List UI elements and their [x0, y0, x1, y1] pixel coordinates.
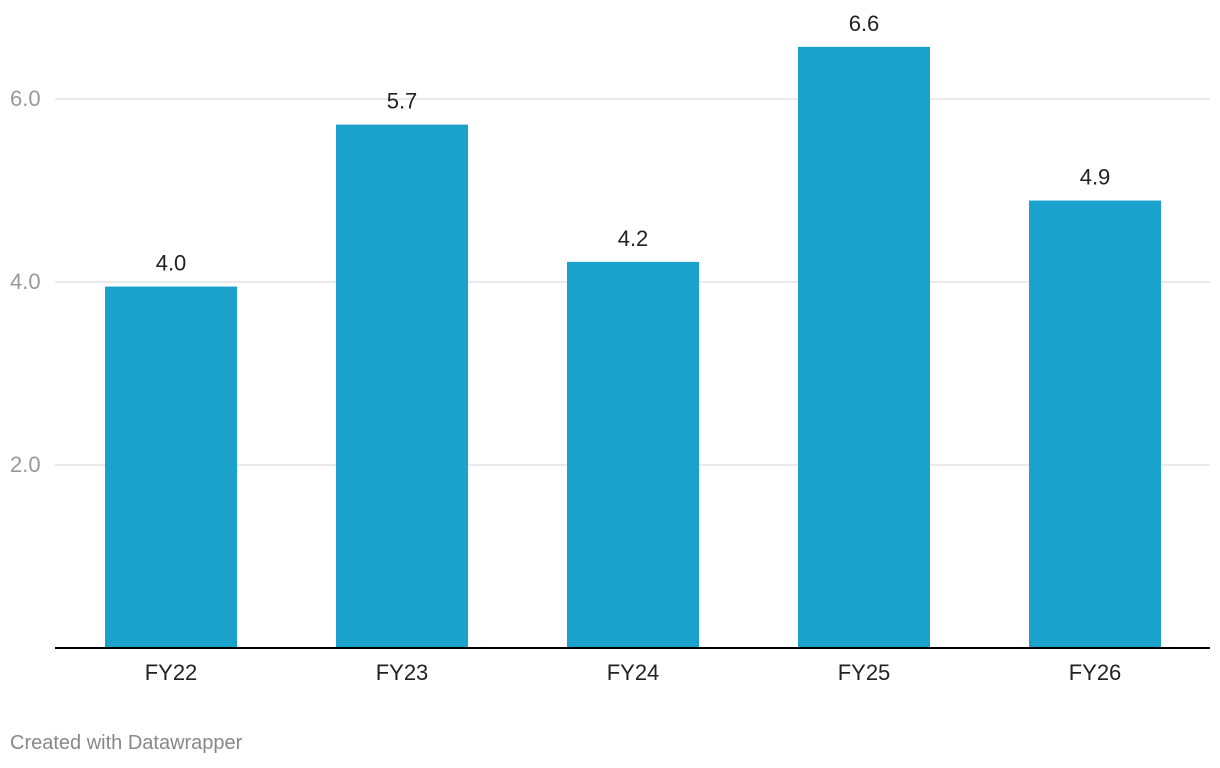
- data-label: 4.2: [618, 226, 649, 251]
- y-tick-label: 2.0: [10, 452, 41, 477]
- bar: [798, 46, 930, 649]
- x-tick-label: FY22: [145, 660, 198, 685]
- bar: [567, 261, 699, 648]
- bar: [105, 286, 237, 648]
- x-tick-label: FY25: [838, 660, 891, 685]
- bar-chart: 2.0 4.0 6.0 4.0 FY22 5.7 FY23 4.2 FY24 6.6 FY25 4.9…: [10, 11, 1210, 685]
- credit-text[interactable]: Created with Datawrapper: [10, 732, 243, 754]
- data-label: 4.0: [156, 251, 187, 276]
- x-tick-label: FY23: [376, 660, 429, 685]
- x-tick-label: FY26: [1069, 660, 1122, 685]
- data-label: 6.6: [849, 11, 880, 36]
- y-tick-label: 4.0: [10, 269, 41, 294]
- chart-container: 2.0 4.0 6.0 4.0 FY22 5.7 FY23 4.2 FY24 6.6 FY25 4.9…: [10, 11, 1210, 685]
- bar: [1029, 200, 1161, 648]
- y-tick-label: 6.0: [10, 86, 41, 111]
- data-label: 5.7: [387, 89, 418, 114]
- x-tick-label: FY24: [607, 660, 660, 685]
- bar: [336, 124, 468, 649]
- data-label: 4.9: [1080, 165, 1111, 190]
